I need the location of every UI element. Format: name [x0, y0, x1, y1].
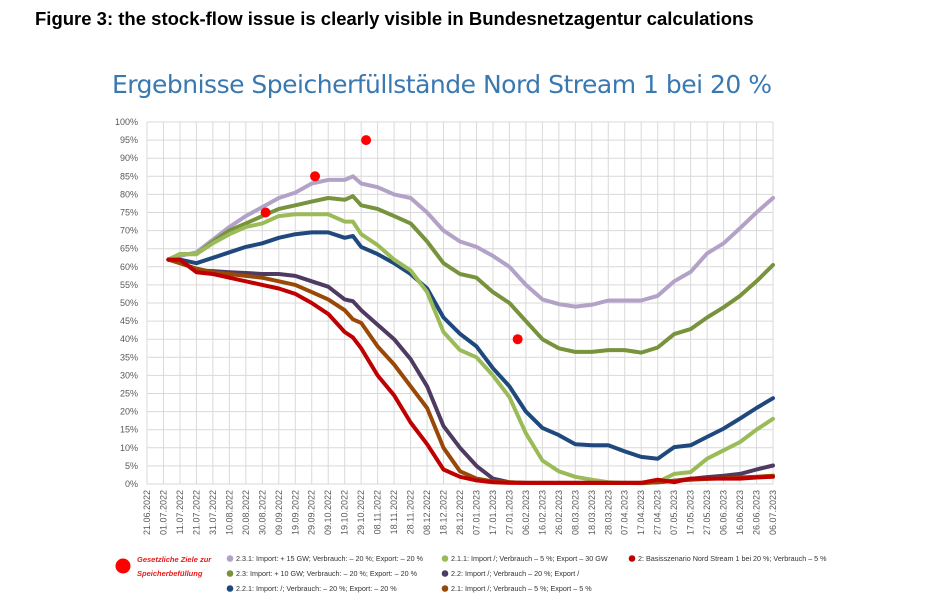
y-tick-label: 0% — [125, 479, 138, 489]
y-tick-label: 50% — [120, 298, 138, 308]
legend-marker — [226, 570, 234, 577]
y-tick-label: 80% — [120, 189, 138, 199]
x-tick-label: 31.07.2022 — [208, 490, 218, 535]
x-tick-label: 06.02.2023 — [521, 490, 531, 535]
legend-marker — [441, 585, 449, 592]
x-tick-label: 21.07.2022 — [191, 490, 201, 535]
x-tick-label: 17.04.2023 — [636, 490, 646, 535]
x-tick-label: 27.04.2023 — [653, 490, 663, 535]
x-tick-label: 16.02.2023 — [537, 490, 547, 535]
y-tick-label: 5% — [125, 461, 138, 471]
x-tick-label: 27.01.2023 — [504, 490, 514, 535]
x-tick-label: 26.06.2023 — [752, 490, 762, 535]
legend-label: 2.2.1: Import: /; Verbrauch: – 20 %; Exp… — [236, 584, 397, 593]
x-tick-label: 09.09.2022 — [274, 490, 284, 535]
x-tick-label: 21.06.2022 — [142, 490, 152, 535]
y-tick-label: 65% — [120, 244, 138, 254]
target-point — [260, 207, 271, 218]
y-tick-label: 40% — [120, 334, 138, 344]
y-tick-label: 70% — [120, 226, 138, 236]
legend-marker — [226, 585, 234, 592]
x-tick-label: 16.06.2023 — [735, 490, 745, 535]
x-tick-label: 07.01.2023 — [471, 490, 481, 535]
x-tick-label: 06.07.2023 — [768, 490, 778, 535]
y-tick-label: 60% — [120, 262, 138, 272]
target-point — [361, 135, 372, 146]
legend-target-marker — [115, 558, 131, 574]
series-line-4 — [166, 257, 775, 485]
x-tick-label: 09.10.2022 — [323, 490, 333, 535]
y-tick-label: 55% — [120, 280, 138, 290]
chart-title: Ergebnisse Speicherfüllstände Nord Strea… — [112, 70, 772, 99]
x-tick-label: 08.12.2022 — [422, 490, 432, 535]
legend-label: 2.3: Import: + 10 GW; Verbrauch: – 20 %;… — [236, 569, 418, 578]
series-line-0 — [166, 174, 775, 309]
x-tick-label: 19.09.2022 — [290, 490, 300, 535]
x-tick-label: 07.05.2023 — [669, 490, 679, 535]
x-tick-label: 18.03.2023 — [587, 490, 597, 535]
y-tick-label: 30% — [120, 370, 138, 380]
x-tick-label: 01.07.2022 — [158, 490, 168, 535]
legend-marker — [226, 555, 234, 562]
y-tick-label: 90% — [120, 153, 138, 163]
legend-label: 2: Basisszenario Nord Stream 1 bei 20 %;… — [638, 554, 827, 563]
y-tick-label: 15% — [120, 425, 138, 435]
y-tick-label: 85% — [120, 171, 138, 181]
x-tick-label: 30.08.2022 — [257, 490, 267, 535]
y-tick-label: 10% — [120, 443, 138, 453]
x-tick-label: 18.11.2022 — [389, 490, 399, 534]
legend-label: 2.2: Import /; Verbrauch – 20 %; Export … — [451, 569, 579, 578]
target-point — [310, 171, 321, 182]
x-tick-label: 29.09.2022 — [307, 490, 317, 535]
y-tick-label: 35% — [120, 352, 138, 362]
x-tick-label: 18.12.2022 — [439, 490, 449, 535]
x-tick-label: 28.03.2023 — [603, 490, 613, 535]
x-tick-label: 08.11.2022 — [373, 490, 383, 534]
series-line-5 — [166, 257, 775, 485]
x-tick-label: 29.10.2022 — [356, 490, 366, 535]
y-tick-label: 95% — [120, 135, 138, 145]
y-tick-label: 25% — [120, 389, 138, 399]
legend-label: 2.1.1: Import /; Verbrauch – 5 %; Export… — [451, 554, 608, 563]
y-tick-label: 45% — [120, 316, 138, 326]
figure-title: Figure 3: the stock-flow issue is clearl… — [35, 8, 754, 29]
y-tick-label: 20% — [120, 407, 138, 417]
legend-marker — [441, 570, 449, 577]
y-tick-label: 75% — [120, 208, 138, 218]
x-tick-label: 28.11.2022 — [406, 490, 416, 534]
y-tick-label: 100% — [115, 117, 138, 127]
legend-label: 2.1: Import /; Verbrauch – 5 %; Export –… — [451, 584, 592, 593]
series-line-6 — [166, 257, 775, 485]
series-line-2 — [166, 230, 775, 461]
series-line-3 — [166, 212, 775, 486]
x-tick-label: 28.12.2022 — [455, 490, 465, 535]
legend-marker — [441, 555, 449, 562]
x-tick-label: 19.10.2022 — [340, 490, 350, 535]
x-tick-label: 26.02.2023 — [554, 490, 564, 535]
x-tick-label: 07.04.2023 — [620, 490, 630, 535]
legend-target-label: Gesetzliche Ziele zur — [137, 555, 212, 564]
x-tick-label: 06.06.2023 — [719, 490, 729, 535]
x-tick-label: 17.01.2023 — [488, 490, 498, 535]
x-tick-label: 27.05.2023 — [702, 490, 712, 535]
legend-label: 2.3.1: Import: + 15 GW; Verbrauch: – 20 … — [236, 554, 424, 563]
x-tick-label: 08.03.2023 — [570, 490, 580, 535]
x-tick-label: 17.05.2023 — [686, 490, 696, 535]
target-point — [512, 334, 523, 345]
x-tick-label: 10.08.2022 — [224, 490, 234, 535]
legend-target-label: Speicherbefüllung — [137, 569, 203, 578]
legend-marker — [628, 555, 636, 562]
x-tick-label: 11.07.2022 — [175, 490, 185, 534]
x-tick-label: 20.08.2022 — [241, 490, 251, 535]
